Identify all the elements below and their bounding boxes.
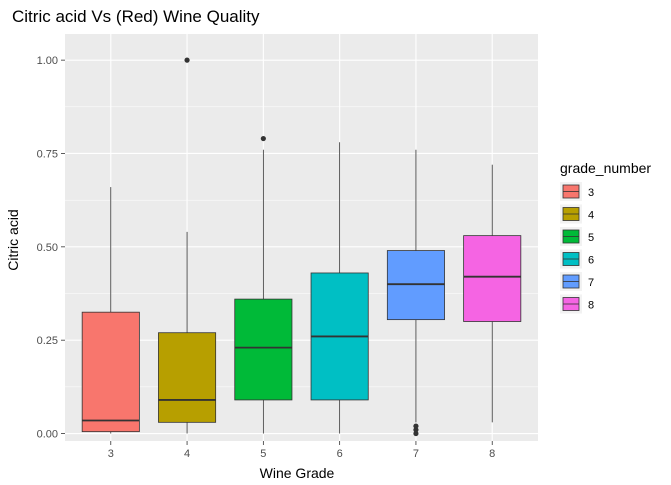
outlier-point	[260, 135, 266, 142]
legend-item-8: 8	[560, 294, 594, 314]
legend-item-5: 5	[560, 227, 594, 246]
outlier-point	[413, 427, 419, 433]
legend-label: 3	[588, 187, 594, 199]
box-iqr	[158, 332, 217, 423]
y-tick-label: 0.25	[37, 335, 58, 347]
y-tick-label: 0.50	[37, 242, 58, 254]
x-axis: 3 4 5 6 7 8	[108, 441, 495, 460]
outlier-point	[413, 423, 419, 429]
x-tick-label: 6	[337, 448, 343, 460]
legend-item-7: 7	[560, 272, 594, 291]
y-tick-label: 1.00	[37, 55, 58, 67]
box-iqr	[81, 311, 140, 433]
legend-label: 5	[588, 232, 594, 244]
box-grade-6	[310, 142, 369, 434]
legend-item-3: 3	[560, 182, 594, 201]
legend: grade_number 3 4 5 6 7 8	[560, 160, 651, 314]
box-grade-5	[234, 135, 293, 434]
y-axis: 0.00 0.25 0.50 0.75 1.00	[37, 55, 65, 441]
x-tick-label: 4	[184, 448, 190, 460]
outlier-point	[184, 57, 190, 63]
box-grade-7	[386, 149, 445, 437]
plot-panel	[65, 34, 538, 441]
x-tick-label: 7	[413, 448, 419, 460]
box-grade-4	[158, 57, 217, 434]
legend-label: 7	[588, 277, 594, 289]
legend-title: grade_number	[560, 160, 651, 176]
legend-item-4: 4	[560, 204, 594, 224]
box-iqr	[463, 235, 522, 322]
box-iqr	[386, 250, 445, 321]
y-tick-label: 0.00	[37, 429, 58, 441]
x-tick-label: 8	[489, 448, 495, 460]
y-axis-title: Citric acid	[5, 209, 21, 270]
box-grade-3	[81, 187, 140, 434]
y-tick-label: 0.75	[37, 148, 58, 160]
chart-title: Citric acid Vs (Red) Wine Quality	[12, 7, 260, 26]
legend-label: 8	[588, 300, 594, 312]
box-series	[81, 57, 522, 437]
legend-label: 4	[588, 210, 594, 222]
legend-label: 6	[588, 255, 594, 267]
box-grade-8	[463, 164, 522, 423]
x-tick-label: 5	[260, 448, 266, 460]
legend-item-6: 6	[560, 249, 594, 269]
x-axis-title: Wine Grade	[260, 465, 335, 481]
x-tick-label: 3	[108, 448, 114, 460]
outlier-point	[413, 430, 419, 437]
box-iqr	[234, 298, 293, 401]
